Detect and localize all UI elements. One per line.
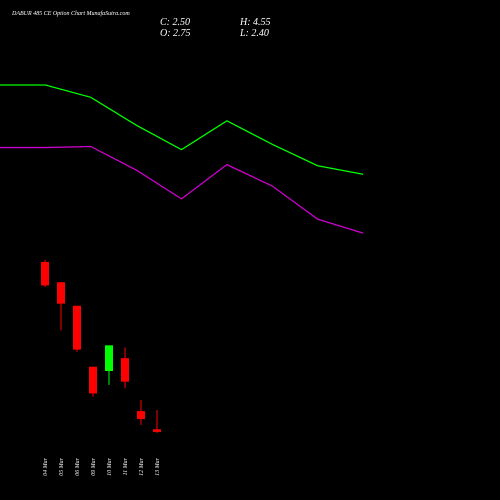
candle-body bbox=[153, 429, 161, 432]
x-tick-label: 09 Mar bbox=[91, 457, 97, 475]
close-info: C: 2.50 bbox=[160, 17, 190, 28]
candle-body bbox=[73, 305, 81, 350]
candle-body bbox=[121, 358, 129, 382]
x-tick-label: 06 Mar bbox=[75, 457, 81, 475]
x-tick-label: 10 Mar bbox=[107, 457, 113, 475]
candle-body bbox=[41, 261, 49, 286]
low-info: L: 2.40 bbox=[239, 28, 269, 39]
candle-body bbox=[137, 411, 145, 420]
x-tick-label: 11 Mar bbox=[123, 457, 129, 475]
candle-body bbox=[57, 282, 65, 304]
x-tick-label: 04 Mar bbox=[42, 457, 49, 475]
candle-body bbox=[89, 366, 97, 394]
chart-title: DABUR 485 CE Option Chart MunafaSutra.co… bbox=[11, 10, 130, 17]
candle-body bbox=[105, 345, 113, 371]
open-info: O: 2.75 bbox=[160, 28, 191, 39]
high-info: H: 4.55 bbox=[239, 17, 271, 28]
indicator-line bbox=[0, 84, 364, 175]
x-tick-label: 05 Mar bbox=[59, 457, 65, 475]
x-tick-label: 12 Mar bbox=[139, 457, 145, 475]
x-tick-label: 13 Mar bbox=[155, 457, 161, 475]
indicator-line bbox=[0, 145, 364, 234]
